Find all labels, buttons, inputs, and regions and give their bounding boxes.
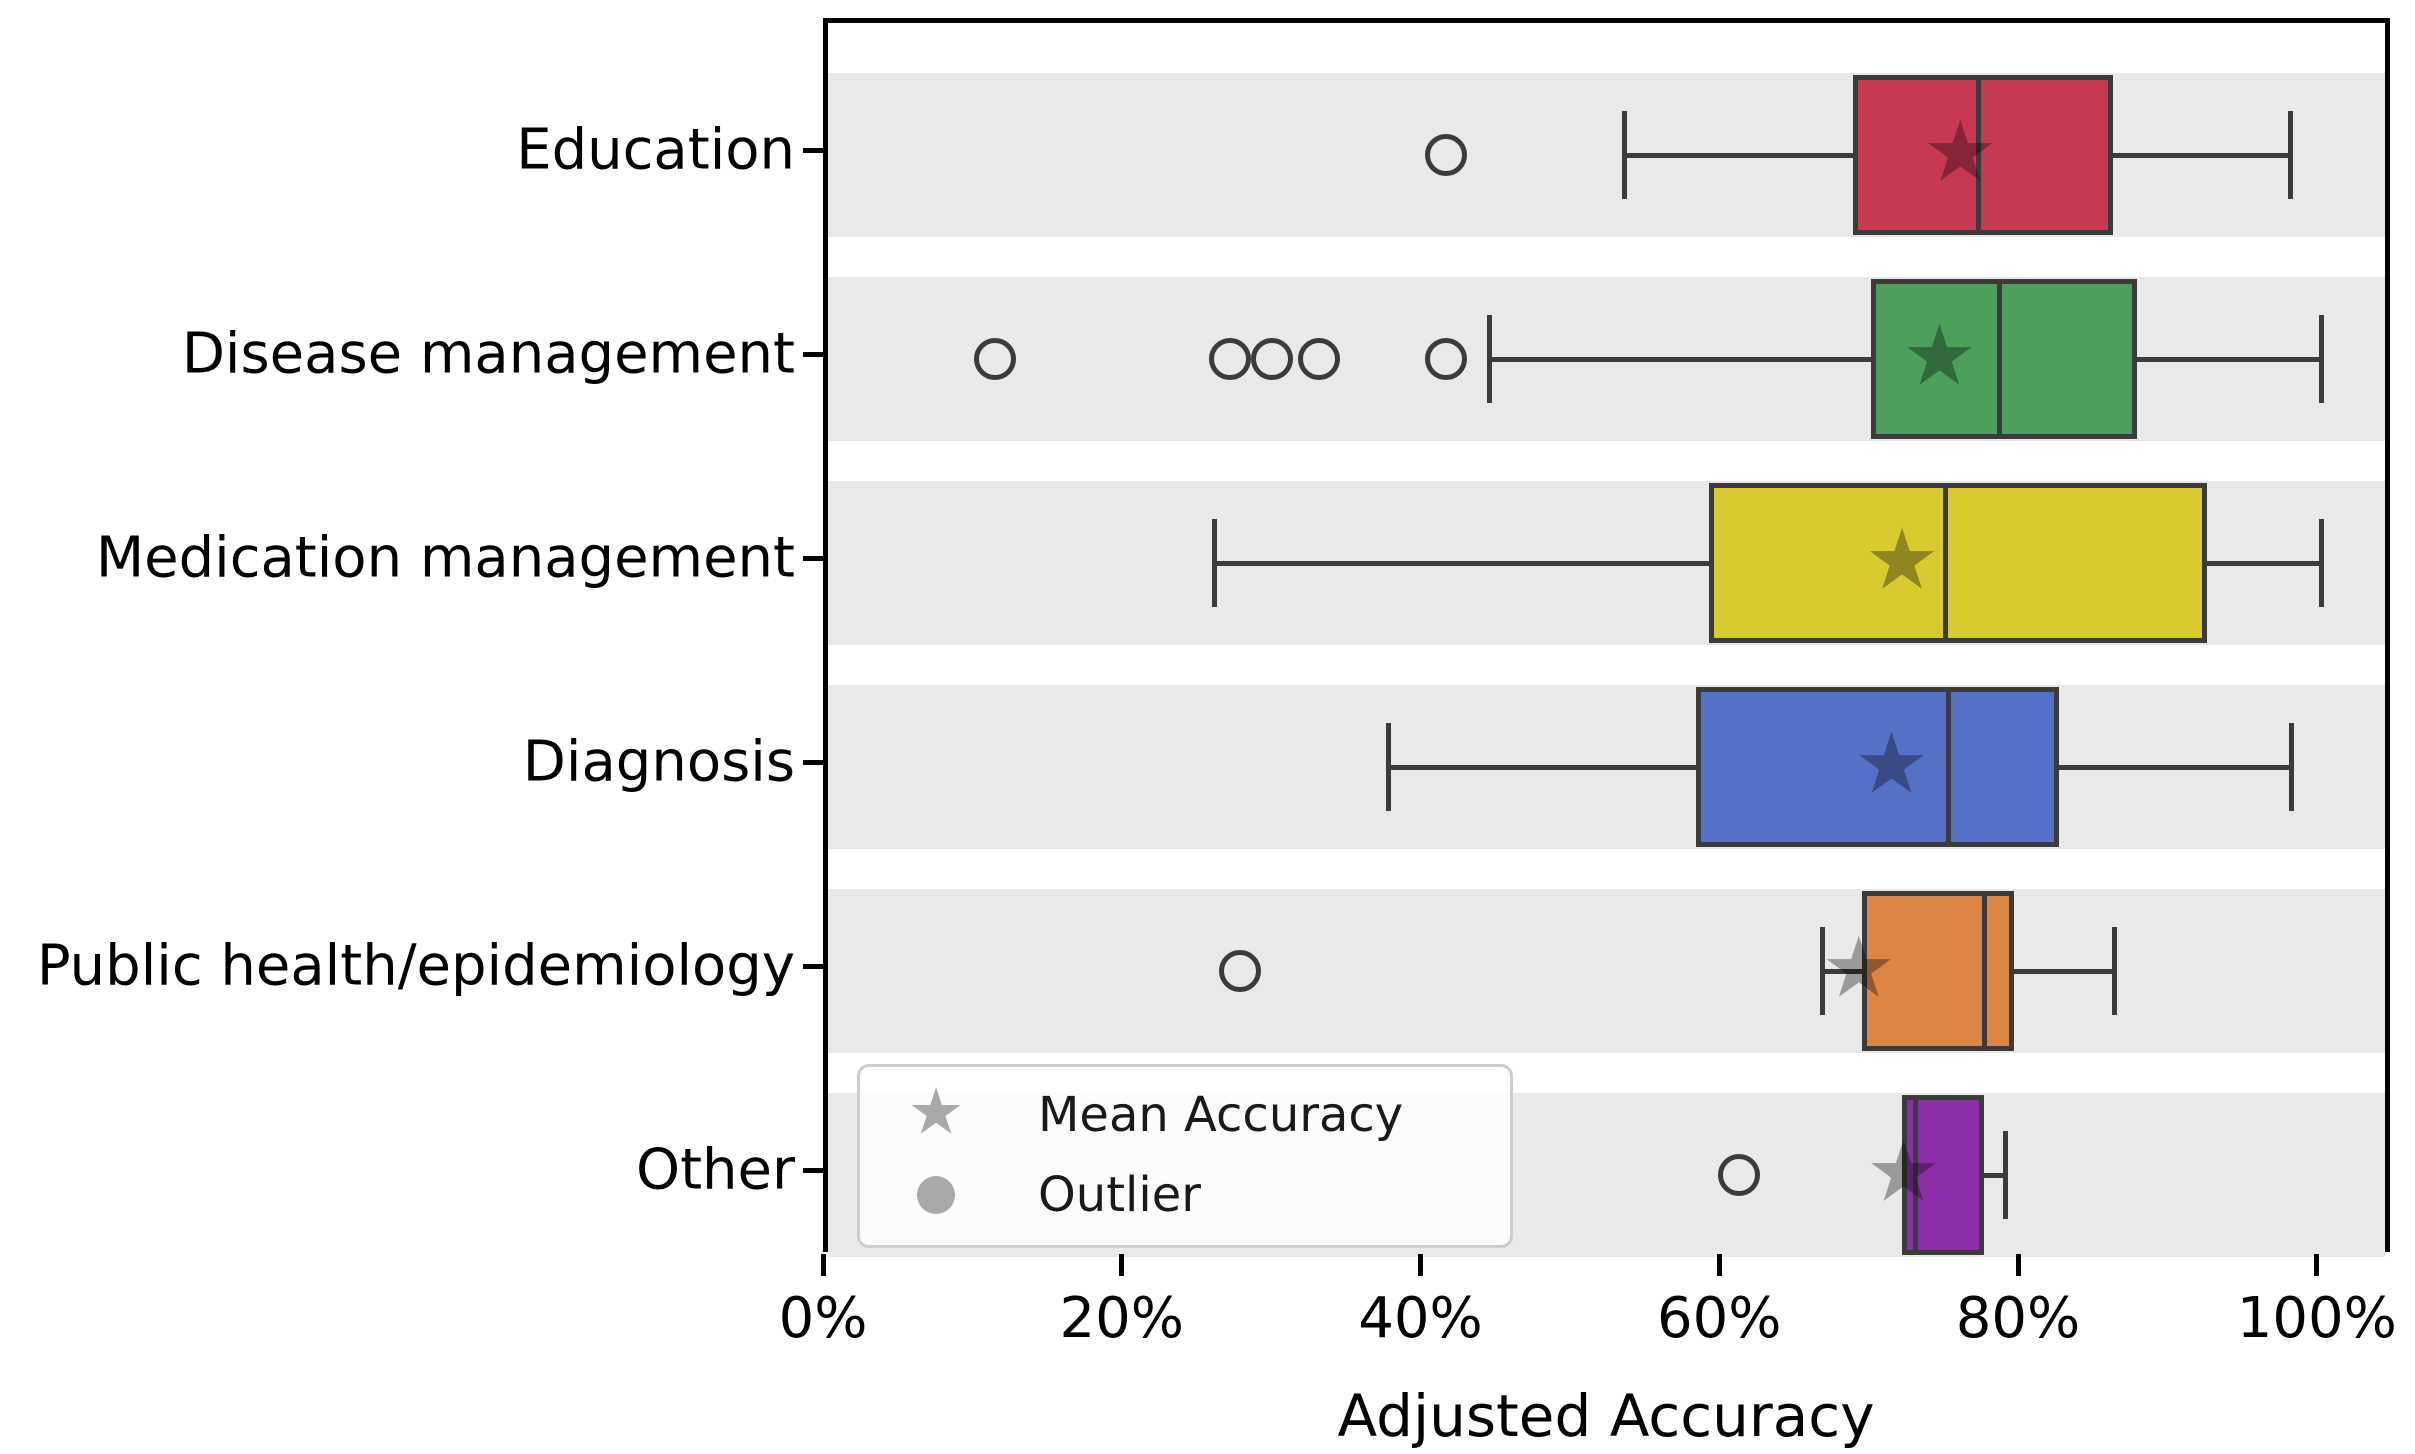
x-axis-title: Adjusted Accuracy — [1337, 1382, 1875, 1450]
plot-area: ★ ★ ★ ★ ★ ★ ★ Mean Accuracy Outlier — [823, 18, 2390, 1257]
category-band — [828, 889, 2385, 1053]
outlier-point — [1250, 338, 1293, 380]
legend-label-outlier: Outlier — [1038, 1167, 1201, 1223]
outlier-point — [1208, 338, 1251, 380]
mean-star-marker: ★ — [1865, 1122, 1942, 1221]
upper-whisker-cap — [2002, 1131, 2008, 1219]
upper-whisker — [1984, 1172, 2006, 1178]
lower-whisker-cap — [1820, 927, 1826, 1015]
y-axis-label: Disease management — [181, 321, 795, 387]
box — [1861, 891, 2015, 1051]
x-tick-label: 60% — [1657, 1286, 1782, 1351]
legend: ★ Mean Accuracy Outlier — [857, 1064, 1513, 1248]
x-tick-mark — [2015, 1254, 2021, 1276]
lower-whisker — [1489, 356, 1871, 362]
mean-star-marker: ★ — [1821, 918, 1897, 1017]
lower-whisker-cap — [1385, 723, 1391, 811]
x-tick-mark — [1418, 1254, 1424, 1276]
y-tick-mark — [803, 147, 823, 153]
x-tick-label: 0% — [778, 1286, 868, 1351]
upper-whisker-cap — [2319, 315, 2325, 403]
lower-whisker — [1214, 560, 1710, 566]
upper-whisker-cap — [2111, 927, 2117, 1015]
lower-whisker — [1822, 968, 1862, 974]
mean-star-marker: ★ — [1922, 102, 1998, 201]
median-line — [1942, 483, 1948, 643]
x-tick-label: 80% — [1955, 1286, 2081, 1351]
lower-whisker-cap — [1621, 111, 1627, 199]
star-icon: ★ — [907, 1075, 965, 1150]
y-axis-label: Other — [635, 1137, 795, 1203]
upper-whisker — [2112, 152, 2291, 158]
x-tick-mark — [1716, 1254, 1722, 1276]
legend-row-mean: ★ Mean Accuracy — [860, 1075, 1510, 1155]
y-axis-label: Diagnosis — [522, 729, 795, 795]
upper-whisker — [2206, 560, 2322, 566]
outlier-point — [1219, 950, 1262, 992]
x-tick-mark — [2314, 1254, 2320, 1276]
outlier-point — [974, 338, 1017, 380]
x-tick-label: 100% — [2236, 1286, 2397, 1351]
mean-star-marker: ★ — [1864, 510, 1940, 609]
y-tick-mark — [803, 351, 823, 357]
upper-whisker-cap — [2289, 723, 2295, 811]
upper-whisker-cap — [2287, 111, 2293, 199]
upper-whisker — [2136, 356, 2322, 362]
lower-whisker-cap — [1212, 519, 1218, 607]
lower-whisker — [1388, 764, 1696, 770]
outlier-point — [1298, 338, 1341, 380]
outlier-point — [1425, 134, 1468, 176]
upper-whisker — [2058, 764, 2292, 770]
x-tick-label: 40% — [1358, 1286, 1483, 1351]
y-axis-label: Education — [516, 117, 795, 183]
upper-whisker — [2014, 968, 2115, 974]
x-tick-mark — [820, 1254, 826, 1276]
mean-star-marker: ★ — [1853, 714, 1930, 813]
median-line — [1996, 279, 2002, 439]
y-axis-label: Medication management — [95, 525, 795, 591]
y-tick-mark — [803, 963, 823, 969]
y-tick-mark — [803, 759, 823, 765]
x-tick-mark — [1119, 1254, 1125, 1276]
outlier-point — [1425, 338, 1468, 380]
y-tick-mark — [803, 555, 823, 561]
box — [1709, 483, 2207, 643]
lower-whisker — [1624, 152, 1853, 158]
median-line — [1912, 1095, 1918, 1255]
median-line — [1981, 891, 1987, 1051]
circle-icon — [917, 1176, 955, 1214]
box — [1852, 75, 2113, 235]
y-axis-label: Public health/epidemiology — [36, 933, 795, 999]
mean-star-marker: ★ — [1901, 306, 1978, 405]
lower-whisker-cap — [1487, 315, 1493, 403]
x-tick-label: 20% — [1059, 1286, 1184, 1351]
legend-row-outlier: Outlier — [860, 1155, 1510, 1235]
y-tick-mark — [803, 1167, 823, 1173]
legend-label-mean: Mean Accuracy — [1038, 1087, 1404, 1143]
median-line — [1975, 75, 1981, 235]
median-line — [1945, 687, 1951, 847]
upper-whisker-cap — [2319, 519, 2325, 607]
box — [1870, 279, 2137, 439]
box — [1695, 687, 2059, 847]
outlier-point — [1718, 1154, 1761, 1196]
